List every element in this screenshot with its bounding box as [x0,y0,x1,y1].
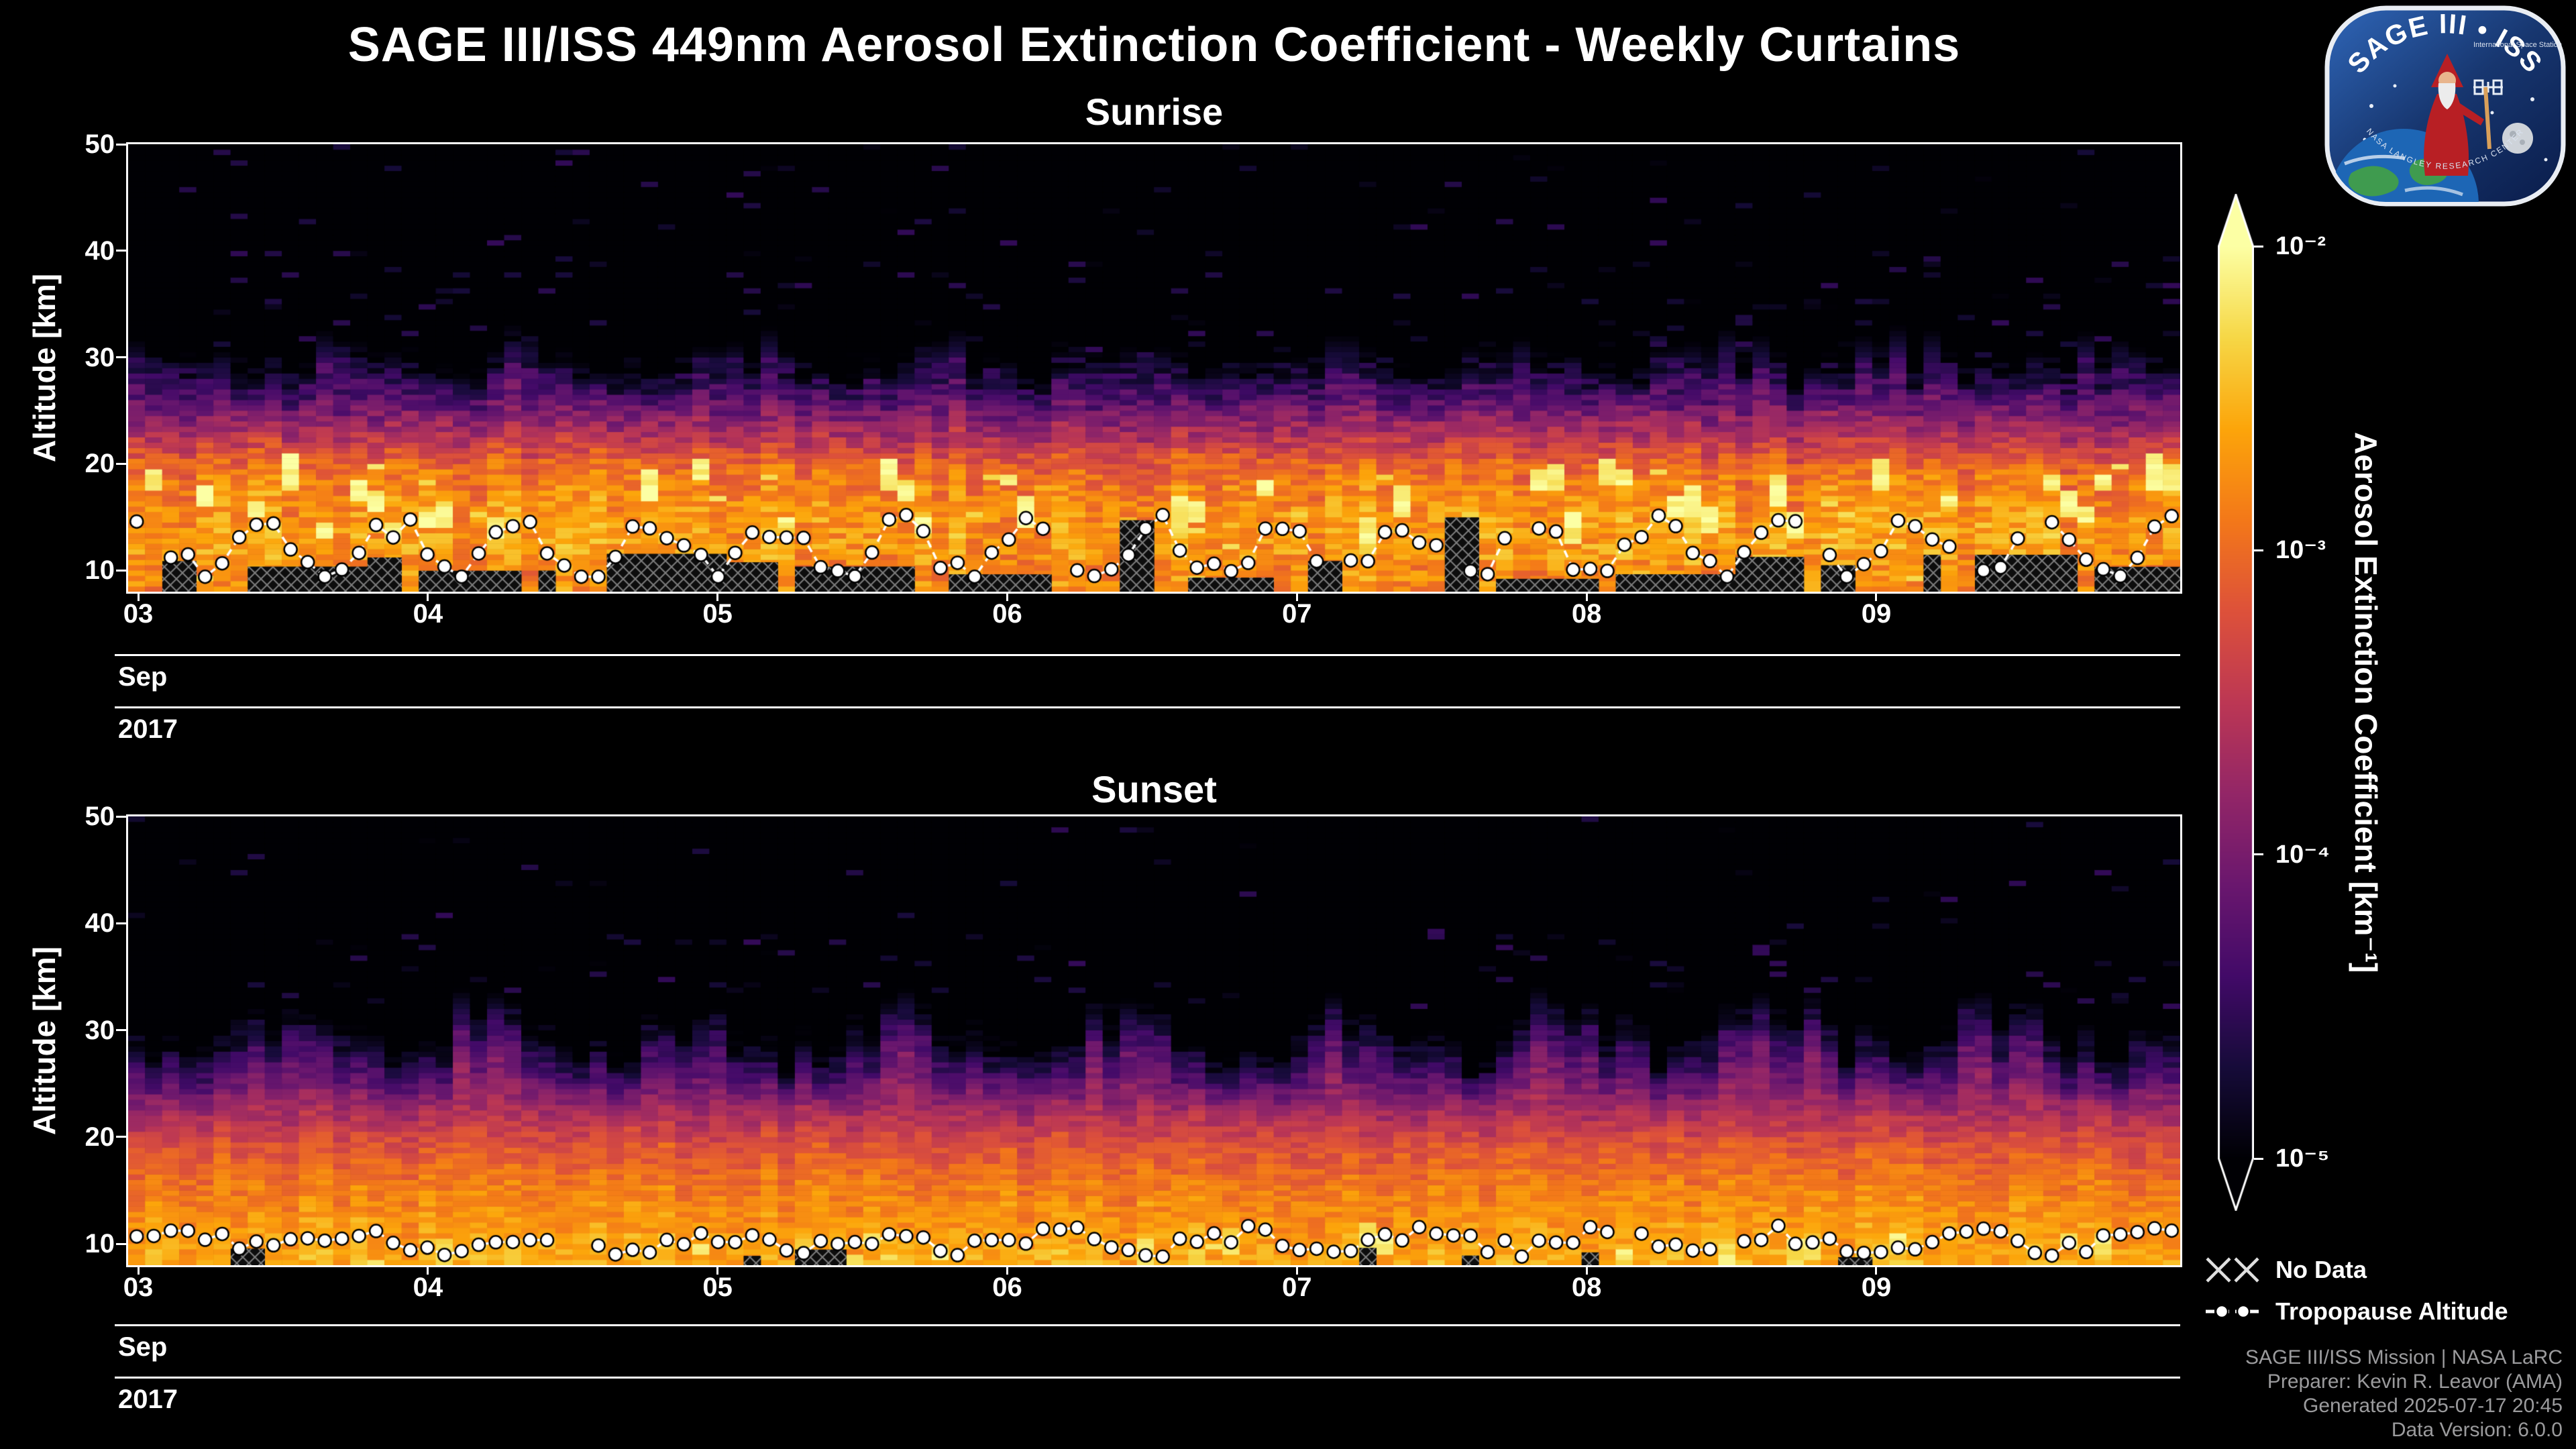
heatmap-sunset [126,814,2182,1267]
no-data-hatch-icon [2206,1257,2259,1283]
x-tick-label: 08 [1571,599,1602,629]
colorbar-tick-mark [2254,245,2263,248]
year-label-sunset: 2017 [118,1385,178,1414]
y-tick-mark [116,569,126,572]
y-tick-mark [116,1136,126,1138]
y-tick-mark [116,1029,126,1032]
y-tick-label: 20 [85,1122,115,1152]
colorbar [2218,194,2254,1211]
colorbar-tick-mark [2254,549,2263,551]
y-tick-label: 10 [85,555,115,586]
year-label-sunrise: 2017 [118,714,178,744]
heatmap-sunrise [126,142,2182,594]
attribution-preparer: Preparer: Kevin R. Leavor (AMA) [2267,1371,2563,1393]
colorbar-tick-mark [2254,1157,2263,1160]
x-tick-mark [137,592,140,601]
x-tick-label: 07 [1282,599,1312,629]
panel-title-sunset: Sunset [1091,768,1217,810]
y-tick-label: 50 [85,129,115,159]
logo-stars [2363,84,2548,162]
sage-wizard-illustration [2424,54,2491,176]
colorbar-label: Aerosol Extinction Coefficient [km⁻¹] [2349,431,2383,973]
month-label-sunset: Sep [118,1332,168,1362]
x-tick-label: 03 [123,1273,154,1302]
y-tick-mark [116,815,126,818]
y-tick-mark [116,462,126,465]
iss-illustration [2473,79,2503,95]
x-tick-mark [137,1265,140,1275]
attribution-version: Data Version: 6.0.0 [2391,1419,2563,1441]
x-tick-mark [1006,1265,1008,1275]
logo-subtitle: International Space Station [2473,41,2562,49]
legend-no-data: No Data [2204,1256,2367,1284]
x-tick-mark [427,592,429,601]
month-label-sunrise: Sep [118,662,168,692]
x-tick-label: 05 [702,1273,733,1302]
y-tick-label: 40 [85,235,115,266]
colorbar-tick-label: 10⁻³ [2275,536,2326,565]
x-tick-mark [1585,1265,1588,1275]
x-tick-label: 09 [1861,599,1892,629]
tropopause-marker-icon [2206,1304,2259,1319]
x-tick-label: 06 [992,599,1022,629]
x-tick-label: 04 [413,599,443,629]
x-tick-label: 04 [413,1273,443,1302]
legend-no-data-label: No Data [2275,1256,2367,1283]
y-tick-label: 10 [85,1229,115,1259]
y-tick-mark [116,356,126,359]
x-tick-mark [1295,592,1298,601]
y-tick-label: 30 [85,1015,115,1045]
legend-tropopause: Tropopause Altitude [2204,1297,2508,1326]
mission-logo: SAGE III • ISS NASA LANGLEY RESEARCH CEN… [2324,5,2566,207]
page-title: SAGE III/ISS 449nm Aerosol Extinction Co… [347,18,1961,72]
x-tick-mark [1585,592,1588,601]
date-axis-line-month-sunrise [115,654,2180,656]
x-tick-mark [1875,1265,1878,1275]
y-tick-mark [116,143,126,146]
x-tick-label: 09 [1861,1273,1892,1302]
date-axis-line-year-sunset [115,1377,2180,1379]
x-tick-mark [716,1265,719,1275]
colorbar-tick-label: 10⁻⁴ [2275,840,2330,869]
attribution-mission: SAGE III/ISS Mission | NASA LaRC [2245,1346,2563,1368]
x-tick-mark [1875,592,1878,601]
x-tick-label: 08 [1571,1273,1602,1302]
date-axis-line-month-sunset [115,1324,2180,1326]
moon-illustration [2502,123,2533,154]
x-tick-mark [1295,1265,1298,1275]
y-tick-label: 30 [85,342,115,372]
y-tick-mark [116,1242,126,1245]
y-tick-label: 40 [85,908,115,938]
attribution-generated: Generated 2025-07-17 20:45 [2303,1395,2563,1417]
y-tick-label: 20 [85,449,115,479]
y-tick-mark [116,922,126,924]
y-tick-label: 50 [85,802,115,831]
x-tick-mark [427,1265,429,1275]
x-tick-label: 07 [1282,1273,1312,1302]
colorbar-tick-label: 10⁻² [2275,232,2326,260]
date-axis-line-year-sunrise [115,706,2180,708]
colorbar-tick-label: 10⁻⁵ [2275,1144,2330,1173]
colorbar-tick-mark [2254,853,2263,856]
x-tick-label: 06 [992,1273,1022,1302]
x-tick-mark [716,592,719,601]
panel-title-sunrise: Sunrise [1085,91,1224,133]
y-tick-mark [116,250,126,252]
x-tick-label: 03 [123,599,154,629]
x-tick-label: 05 [702,599,733,629]
legend-tropopause-label: Tropopause Altitude [2275,1297,2508,1325]
x-tick-mark [1006,592,1008,601]
